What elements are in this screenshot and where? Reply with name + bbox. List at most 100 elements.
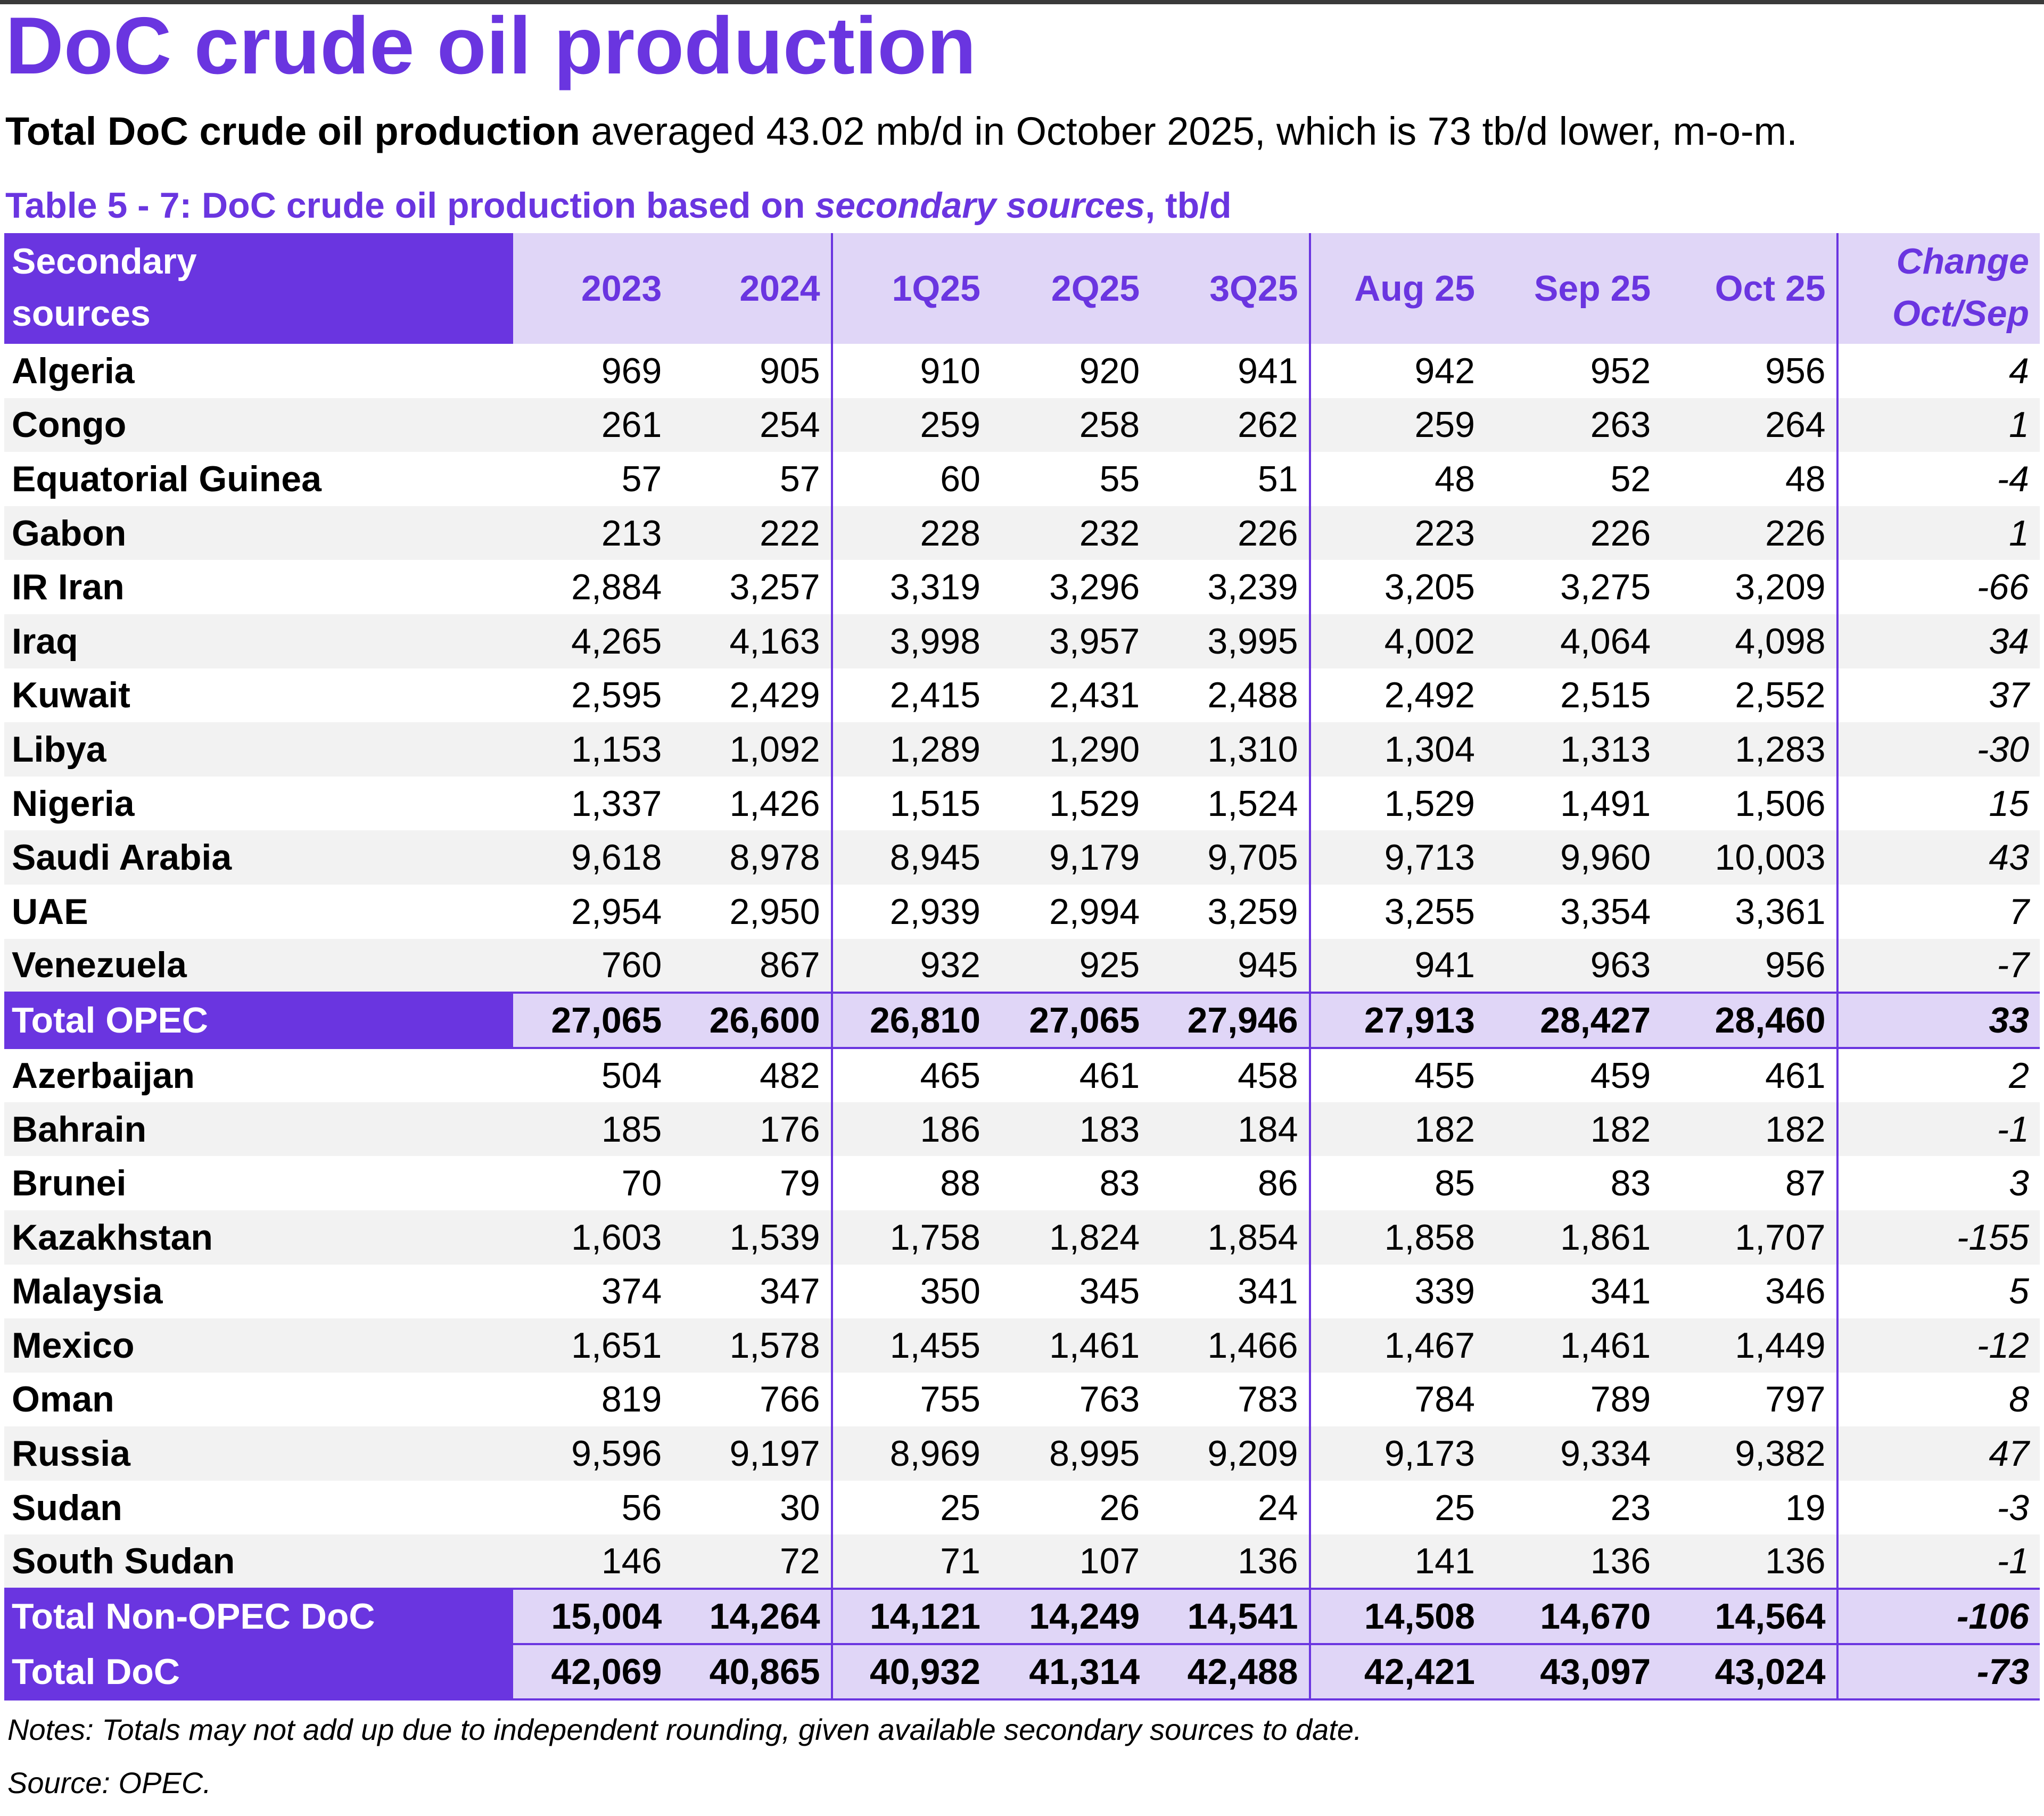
cell-value: 956 (1661, 938, 1837, 993)
cell-value: 1,603 (513, 1210, 673, 1265)
cell-value: 504 (601, 1055, 662, 1096)
cell-value: 2,492 (1308, 668, 1486, 723)
row-label: Equatorial Guinea (4, 452, 513, 506)
table-row: Russia 9,596 9,197 8,969 8,995 9,209 9,173 9,33… (4, 1426, 2040, 1481)
header-col: 1Q25 (830, 233, 991, 344)
cell-value: 14,508 (1308, 1588, 1486, 1646)
cell-value: 941 (1308, 938, 1486, 993)
cell-value: 1,337 (513, 776, 673, 831)
row-label: UAE (4, 884, 513, 939)
cell-value: 1,539 (672, 1210, 832, 1265)
cell-value: 1,854 (1150, 1210, 1310, 1265)
cell-value: 9,382 (1661, 1426, 1837, 1481)
table-row: IR Iran 2,884 3,257 3,319 3,296 3,239 3,205 3,2… (4, 560, 2040, 614)
cell-value: 910 (830, 344, 991, 398)
cell-value: 27,065 (991, 992, 1151, 1050)
row-label: Libya (4, 722, 513, 777)
cell-value: 182 (1485, 1102, 1662, 1157)
cell-value: 57 (513, 452, 673, 506)
cell-value: 920 (991, 344, 1151, 398)
caption-prefix: Table 5 - 7: DoC crude oil production ba… (5, 185, 815, 226)
cell-change: 2 (1836, 1048, 2040, 1102)
cell-value: 60 (830, 452, 991, 506)
cell-value: 14,670 (1485, 1588, 1662, 1646)
cell-value: 1,529 (1308, 776, 1486, 831)
header-col: 2024 (672, 233, 832, 344)
header-change-line1: Change (1896, 241, 2029, 282)
cell-value: 3,319 (830, 560, 991, 614)
cell-value: 141 (1308, 1534, 1486, 1589)
cell-value: 184 (1150, 1102, 1310, 1157)
cell-value: 83 (1610, 1163, 1651, 1204)
cell-change: -30 (1836, 722, 2040, 777)
cell-value: 87 (1785, 1163, 1826, 1204)
cell-value: 3,239 (1150, 560, 1310, 614)
table-row: Nigeria 1,337 1,426 1,515 1,529 1,524 1,529 1,4… (4, 776, 2040, 831)
cell-value: 1,426 (672, 776, 832, 831)
cell-value: 183 (991, 1102, 1151, 1157)
cell-value: 40,932 (830, 1643, 991, 1701)
cell-value: 262 (1150, 398, 1310, 452)
cell-change: 7 (1836, 884, 2040, 939)
table-row: Malaysia 374 347 350 345 341 339 341 346 5 (4, 1264, 2040, 1319)
cell-value: 2,950 (672, 884, 832, 939)
table-body: Algeria 969 905 910 920 941 942 952 956 4 Congo 261… (4, 344, 2040, 1701)
cell-change: -1 (1836, 1102, 2040, 1157)
cell-value: 226 (1661, 506, 1837, 560)
cell-value: 963 (1485, 938, 1662, 993)
cell-value: 1,858 (1308, 1210, 1486, 1265)
table-row: Azerbaijan 504 482 465 461 458 455 459 461 2 (4, 1048, 2040, 1102)
cell-value: 3,205 (1308, 560, 1486, 614)
cell-value: 2,415 (830, 668, 991, 723)
cell-value: 461 (1765, 1055, 1826, 1096)
row-label: Congo (4, 398, 513, 452)
cell-value: 4,064 (1485, 614, 1662, 668)
cell-value: 347 (760, 1271, 820, 1312)
cell-value: 1,529 (991, 776, 1151, 831)
cell-value: 14,541 (1150, 1588, 1310, 1646)
cell-value: 763 (1079, 1379, 1140, 1420)
table-row: Kuwait 2,595 2,429 2,415 2,431 2,488 2,492 2,51… (4, 668, 2040, 723)
cell-value: 2,429 (672, 668, 832, 723)
cell-change: -7 (1836, 938, 2040, 993)
cell-value: 458 (1238, 1055, 1298, 1096)
row-label: Oman (12, 1379, 114, 1420)
cell-value: 136 (1661, 1534, 1837, 1589)
row-label: Saudi Arabia (4, 830, 513, 885)
production-table: Secondary sources 2023 2024 1Q25 2Q25 3Q2… (4, 233, 2040, 1701)
cell-change: -1 (1836, 1534, 2040, 1589)
cell-value: 374 (601, 1271, 662, 1312)
cell-value: 1,707 (1661, 1210, 1837, 1265)
header-col: Oct 25 (1661, 233, 1837, 344)
table-row: Oman 819 766 755 763 783 784 789 797 8 (4, 1372, 2040, 1427)
cell-value: 222 (672, 506, 832, 560)
cell-value: 2,488 (1150, 668, 1310, 723)
cell-value: 1,491 (1485, 776, 1662, 831)
cell-value: 9,197 (672, 1426, 832, 1481)
table-row: Equatorial Guinea 57 57 60 55 51 48 52 48 -4 (4, 452, 2040, 506)
cell-value: 1,651 (513, 1318, 673, 1373)
cell-value: 107 (991, 1534, 1151, 1589)
cell-value: 1,461 (991, 1318, 1151, 1373)
cell-value: 1,283 (1661, 722, 1837, 777)
cell-value: 28,460 (1661, 992, 1837, 1050)
cell-change: -4 (1836, 452, 2040, 506)
cell-value: 28,427 (1485, 992, 1662, 1050)
cell-value: 9,705 (1150, 830, 1310, 885)
cell-value: 85 (1308, 1156, 1486, 1210)
table-row: Gabon 213 222 228 232 226 223 226 226 1 (4, 506, 2040, 560)
cell-value: 4,002 (1308, 614, 1486, 668)
cell-value: 57 (672, 452, 832, 506)
cell-value: 784 (1308, 1372, 1486, 1427)
cell-value: 2,552 (1661, 668, 1837, 723)
cell-value: 27,065 (513, 992, 673, 1050)
cell-value: 48 (1308, 452, 1486, 506)
cell-value: 9,209 (1150, 1426, 1310, 1481)
cell-value: 261 (513, 398, 673, 452)
cell-value: 30 (779, 1487, 820, 1528)
cell-value: 15,004 (513, 1588, 673, 1646)
cell-value: 1,515 (830, 776, 991, 831)
table-row: Bahrain 185 176 186 183 184 182 182 182 -1 (4, 1102, 2040, 1157)
table-source: Source: OPEC. (7, 1766, 211, 1800)
cell-value: 2,431 (991, 668, 1151, 723)
